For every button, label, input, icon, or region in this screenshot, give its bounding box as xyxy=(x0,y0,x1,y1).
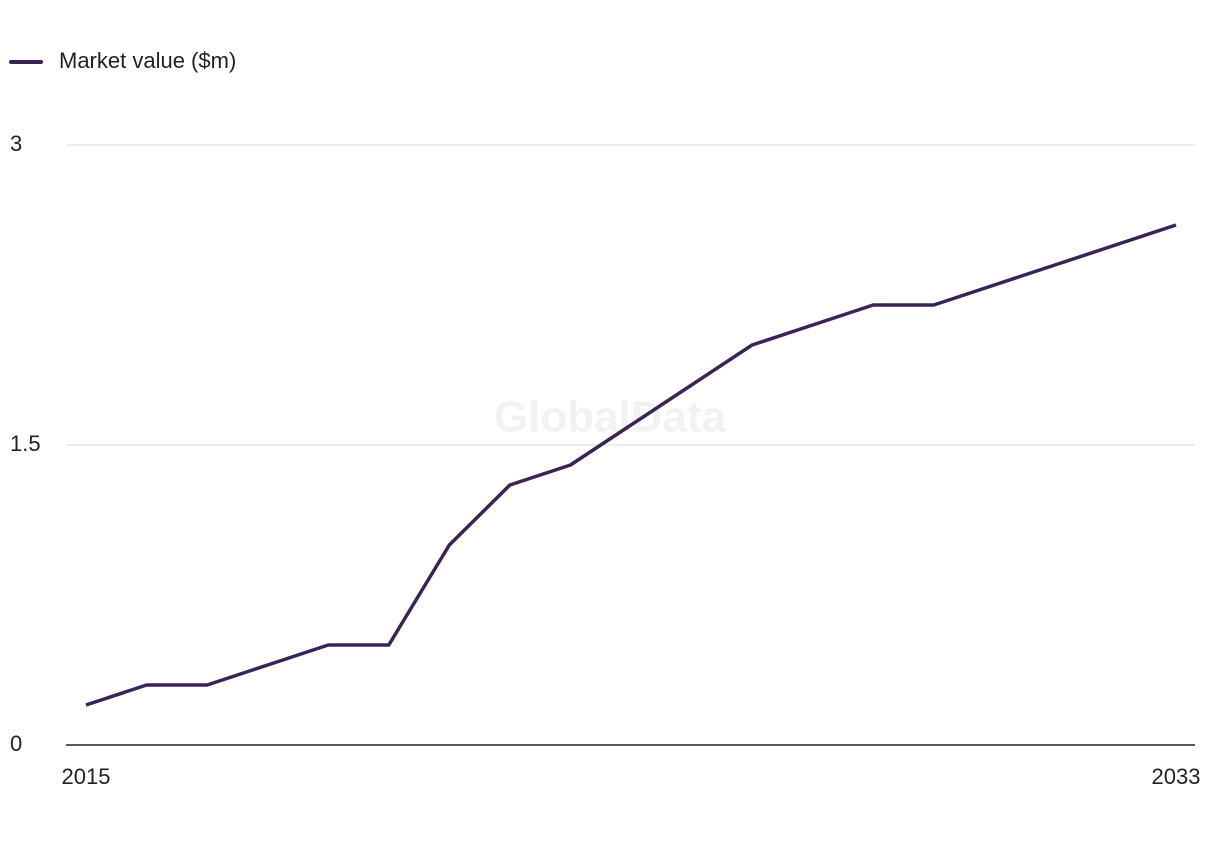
y-tick-label: 1.5 xyxy=(10,431,41,456)
line xyxy=(85,223,1177,707)
watermark: GlobalData xyxy=(494,393,727,442)
y-tick-label: 0 xyxy=(10,731,22,756)
x-tick-label: 2015 xyxy=(62,764,111,789)
legend-label: Market value ($m) xyxy=(59,48,236,73)
x-tick-label: 2033 xyxy=(1152,764,1201,789)
y-tick-label: 3 xyxy=(10,131,22,156)
